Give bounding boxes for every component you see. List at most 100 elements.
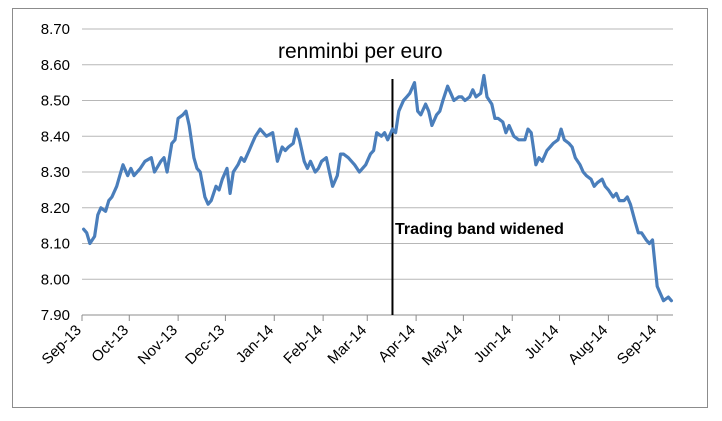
data-point <box>170 142 173 145</box>
data-point <box>126 174 129 177</box>
data-point <box>162 156 166 159</box>
y-tick-label: 8.00 <box>41 271 70 288</box>
y-tick-label: 7.90 <box>41 307 70 324</box>
data-point <box>309 160 312 163</box>
x-tick-label: Dec-13 <box>182 322 228 368</box>
data-point <box>150 156 153 159</box>
data-point <box>659 292 662 295</box>
y-tick-label: 8.30 <box>41 164 70 181</box>
data-point <box>570 145 574 149</box>
data-point <box>405 95 408 99</box>
data-point <box>600 178 604 181</box>
data-point <box>559 127 563 131</box>
data-point <box>292 142 295 145</box>
data-point <box>214 185 218 188</box>
data-point <box>585 174 588 177</box>
data-point <box>254 135 257 138</box>
data-point <box>537 156 541 159</box>
data-point <box>243 160 246 163</box>
data-point <box>210 199 213 202</box>
data-point <box>339 152 342 156</box>
data-point <box>159 160 162 163</box>
data-point <box>526 127 530 131</box>
data-point <box>574 156 577 159</box>
y-tick-label: 8.40 <box>41 128 70 145</box>
x-tick-label: Jan-14 <box>233 322 277 366</box>
data-point <box>504 131 508 134</box>
data-point <box>408 92 411 95</box>
data-point <box>670 299 673 302</box>
data-point <box>386 138 389 141</box>
data-point <box>391 127 394 131</box>
data-point <box>457 95 460 99</box>
x-tick-label: Sep-13 <box>39 322 85 368</box>
data-point <box>284 149 287 152</box>
data-point <box>640 231 643 234</box>
data-point <box>336 174 339 177</box>
data-point <box>143 160 147 163</box>
data-point <box>303 160 306 163</box>
data-point <box>281 145 284 149</box>
series-line-renminbi-per-euro <box>82 73 673 303</box>
y-axis-labels: 8.70 8.60 8.50 8.40 8.30 8.20 8.10 8.00 7.90 <box>41 21 70 324</box>
data-point <box>121 163 125 166</box>
data-point <box>468 95 471 99</box>
data-point <box>132 174 136 177</box>
x-tick-label: Oct-13 <box>88 322 132 366</box>
y-tick-label: 8.70 <box>41 21 70 38</box>
data-point <box>563 138 566 141</box>
data-point <box>320 160 323 163</box>
data-point <box>247 149 251 152</box>
data-point <box>314 170 317 174</box>
data-point <box>416 110 419 113</box>
data-point <box>485 95 489 99</box>
data-point <box>548 145 552 149</box>
data-point <box>501 120 504 124</box>
data-point <box>173 138 177 141</box>
x-tick-label: Jun-14 <box>471 322 515 366</box>
y-tick-label: 8.50 <box>41 93 70 110</box>
x-tick-label: Jul-14 <box>521 322 562 363</box>
data-point <box>490 102 493 106</box>
data-point <box>203 195 207 199</box>
data-point <box>217 188 221 192</box>
data-point <box>397 110 400 113</box>
data-point <box>276 160 279 163</box>
data-point <box>582 170 585 174</box>
data-point <box>240 156 243 159</box>
data-point <box>656 285 659 288</box>
data-point <box>153 170 156 174</box>
data-point <box>221 178 224 181</box>
data-point <box>507 124 511 127</box>
x-tick-label: Sep-14 <box>614 322 660 368</box>
data-point <box>530 131 533 134</box>
data-point <box>460 95 463 99</box>
data-point <box>199 170 202 174</box>
data-point <box>607 188 610 192</box>
chart-title: renminbi per euro <box>278 40 443 63</box>
data-point <box>479 92 482 95</box>
data-point <box>139 167 142 170</box>
data-point <box>446 85 449 88</box>
data-point <box>662 299 665 302</box>
data-point <box>474 95 478 99</box>
data-point <box>192 156 196 159</box>
data-point <box>394 131 397 134</box>
data-point <box>165 170 169 174</box>
data-point <box>424 102 427 106</box>
data-point <box>496 117 500 120</box>
data-point <box>317 167 320 170</box>
data-point <box>232 170 235 174</box>
data-point <box>181 113 185 117</box>
data-point <box>271 131 274 134</box>
data-point <box>129 167 133 170</box>
x-tick-label: Nov-13 <box>135 322 181 368</box>
data-point <box>593 185 596 188</box>
y-tick-label: 8.10 <box>41 236 70 253</box>
data-point <box>380 135 383 138</box>
data-point <box>184 110 188 113</box>
data-point <box>449 92 452 95</box>
data-point <box>438 110 441 113</box>
data-point <box>361 167 364 170</box>
data-point <box>471 88 474 92</box>
